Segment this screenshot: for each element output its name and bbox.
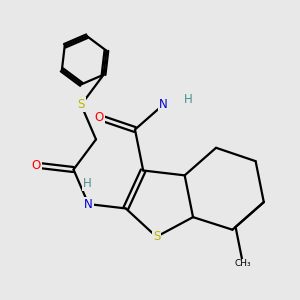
Text: N: N bbox=[159, 98, 168, 111]
Text: S: S bbox=[153, 230, 160, 243]
Text: S: S bbox=[77, 98, 85, 111]
Text: CH₃: CH₃ bbox=[235, 259, 251, 268]
Text: N: N bbox=[84, 198, 93, 211]
Text: H: H bbox=[183, 93, 192, 106]
Text: O: O bbox=[95, 111, 104, 124]
Text: H: H bbox=[83, 177, 92, 190]
Text: O: O bbox=[32, 159, 41, 172]
